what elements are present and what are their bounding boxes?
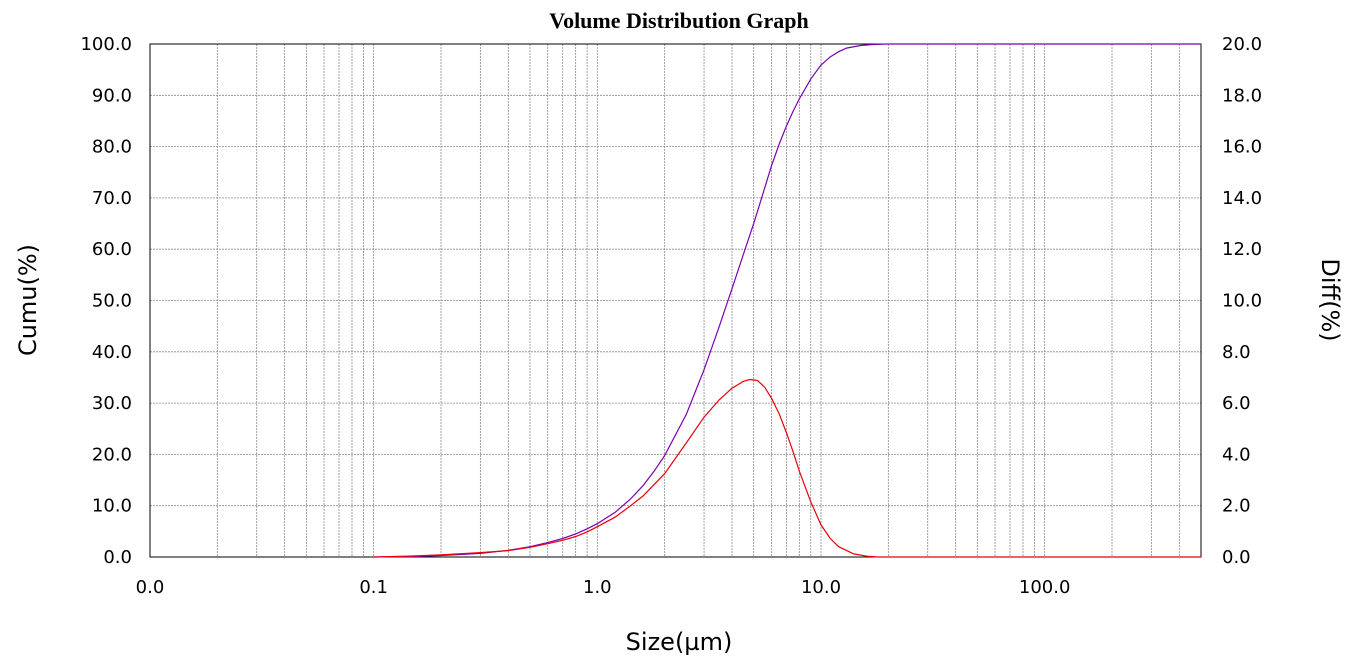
cumulative-distribution-line [373,43,1201,558]
y-right-tick-label: 14.0 [1222,188,1262,209]
y-right-tick-label: 20.0 [1222,34,1262,55]
series-layer [373,43,1201,558]
y-left-tick-label: 100.0 [80,34,132,55]
y-right-tick-label: 0.0 [1222,547,1251,568]
y-right-axis-label: Diff(%) [1316,258,1344,341]
y-right-tick-label: 2.0 [1222,496,1251,517]
y-left-tick-label: 60.0 [92,239,132,260]
y-right-tick-label: 8.0 [1222,342,1251,363]
y-left-tick-label: 90.0 [92,85,132,106]
y-left-tick-label: 0.0 [103,547,132,568]
y-left-tick-labels: 0.0 10.0 20.0 30.0 40.0 50.0 60.0 70.0 80.0 90.0 1… [80,34,132,568]
x-tick-labels: 0.0 0.1 1.0 10.0 100.0 [136,577,1071,598]
y-left-tick-label: 10.0 [92,496,132,517]
y-left-tick-label: 50.0 [92,291,132,312]
y-right-tick-labels: 0.0 2.0 4.0 6.0 8.0 10.0 12.0 14.0 16.0 18.0 20.0 [1222,34,1262,568]
y-left-tick-label: 20.0 [92,444,132,465]
plot-area-frame [149,43,1202,558]
y-left-tick-label: 30.0 [92,393,132,414]
y-right-tick-label: 4.0 [1222,444,1251,465]
y-right-tick-label: 18.0 [1222,85,1262,106]
y-left-tick-label: 70.0 [92,188,132,209]
y-left-axis-label: Cumu(%) [14,244,42,356]
x-tick-label: 100.0 [1019,577,1071,598]
diff-distribution-line [373,378,1201,558]
y-right-tick-label: 6.0 [1222,393,1251,414]
x-tick-label: 10.0 [801,577,841,598]
y-left-tick-label: 80.0 [92,137,132,158]
x-tick-label: 1.0 [583,577,612,598]
chart-title: Volume Distribution Graph [549,8,809,33]
x-tick-label: 0.1 [359,577,388,598]
y-right-tick-label: 12.0 [1222,239,1262,260]
y-left-tick-label: 40.0 [92,342,132,363]
y-right-tick-label: 16.0 [1222,137,1262,158]
x-axis-label: Size(µm) [626,628,733,656]
chart-grid [150,44,1201,557]
x-tick-label: 0.0 [136,577,165,598]
y-right-tick-label: 10.0 [1222,291,1262,312]
